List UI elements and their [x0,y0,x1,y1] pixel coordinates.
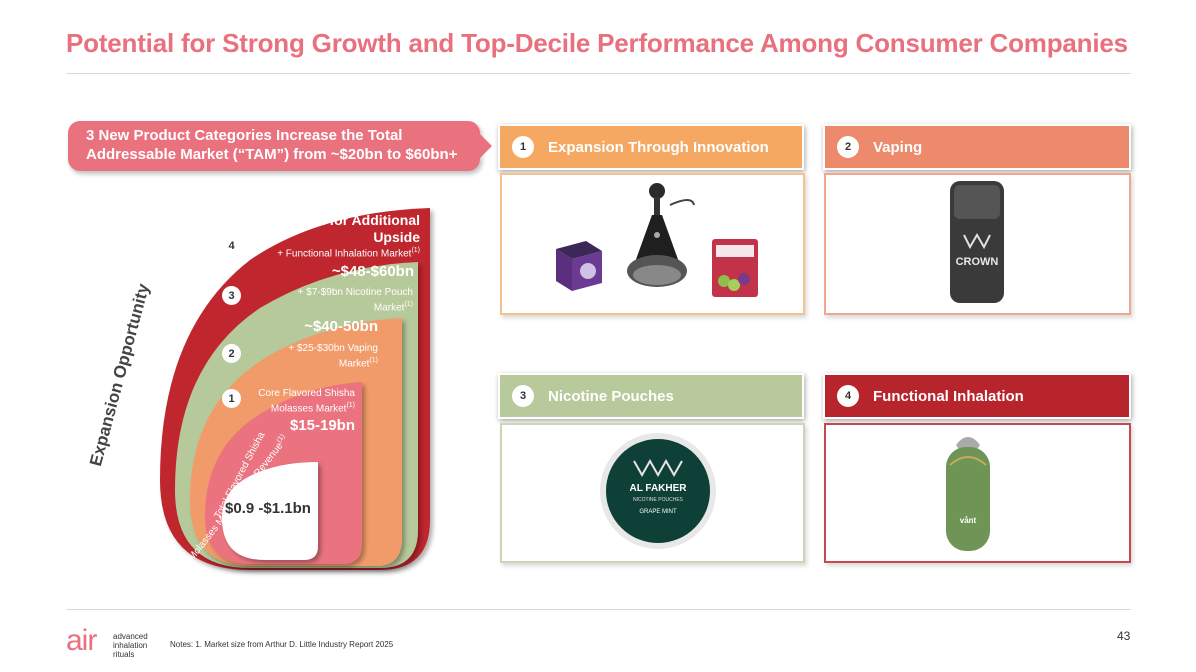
layer-2-detail-line2: Market [338,358,370,370]
layer-1-detail-line1: Core Flavored Shisha [258,388,355,399]
layer-1-detail-line2: Molasses Market [270,403,347,415]
page-title: Potential for Strong Growth and Top-Deci… [66,28,1128,58]
layer-1-number: 1 [222,389,241,408]
expansion-layers-graphic [160,208,430,570]
nicotine-pouches-card: AL FAKHER NICOTINE POUCHES GRAPE MINT [500,423,805,563]
page-number: 43 [1117,629,1131,643]
expansion-diagram: Expansion Opportunity 4 Potential for Ad… [86,200,440,580]
molasses-pack-icon [712,239,758,297]
layer-3-footnote: (1) [404,301,413,308]
layer-4-heading-line1: Potential for Additional [266,212,420,228]
logo-sub-line2: inhalation [113,641,148,650]
layer-1-value: $15-19bn [289,417,355,434]
layer-2-footnote: (1) [369,357,378,364]
inhaler-device-icon: vånt [946,437,990,551]
layer-3-detail-line1: + $7-$9bn Nicotine Pouch [297,287,413,298]
functional-inhalation-card: vånt [824,423,1131,563]
company-logo: air advanced inhalation rituals [66,624,166,662]
layer-4-footnote: (1) [411,247,420,254]
layer-4-detail: + Functional Inhalation Market(1) [240,247,420,259]
layer-4-heading: Potential for Additional Upside [240,212,420,246]
layer-1-footnote: (1) [346,402,355,409]
category-3-number: 3 [512,385,534,407]
layer-4-value: ~$48-$60bn [331,263,414,280]
layer-4-heading-line2: Upside [373,229,420,245]
layer-3-detail: + $7-$9bn Nicotine Pouch Market(1) [250,287,413,314]
category-1-number: 1 [512,136,534,158]
pouch-brand-subtext: NICOTINE POUCHES [633,497,684,503]
core-value: $0.9 -$1.1bn [225,500,311,517]
tam-callout-line1: 3 New Product Categories Increase the To… [86,127,403,144]
callout-arrow-icon [480,134,492,158]
vape-pod-icon: CROWN [950,181,1004,303]
footnote-text: Notes: 1. Market size from Arthur D. Lit… [170,640,394,649]
logo-sub-line3: rituals [113,650,135,659]
pouch-tin-icon: AL FAKHER NICOTINE POUCHES GRAPE MINT [600,433,716,549]
functional-inhalation-image: vånt [946,437,990,551]
category-header-functional-inhalation: 4 Functional Inhalation [823,373,1131,419]
innovation-products-image [556,183,758,297]
layer-3-value: ~$40-50bn [304,318,378,335]
logo-subtext: advanced inhalation rituals [113,632,148,659]
vaping-product-image: CROWN [950,181,1004,303]
category-1-label: Expansion Through Innovation [548,138,769,156]
logo-sub-line1: advanced [113,632,148,641]
category-4-label: Functional Inhalation [873,387,1024,405]
innovation-products-card [500,173,805,315]
layer-1-detail: Core Flavored Shisha Molasses Market(1) [240,388,355,415]
title-divider [66,73,1131,74]
category-2-number: 2 [837,136,859,158]
vaping-product-card: CROWN [824,173,1131,315]
layer-2-detail-line1: + $25-$30bn Vaping [288,343,378,354]
layer-4-number: 4 [222,236,241,255]
footer-divider [66,609,1131,610]
logo-wordmark: air [66,624,97,657]
pouch-brand-text: AL FAKHER [629,483,687,494]
pouch-flavor-text: GRAPE MINT [639,509,677,515]
hookah-device-icon [627,183,695,287]
category-2-label: Vaping [873,138,923,156]
category-3-label: Nicotine Pouches [548,387,674,405]
category-header-nicotine-pouches: 3 Nicotine Pouches [498,373,804,419]
layer-2-number: 2 [222,344,241,363]
layer-3-number: 3 [222,286,241,305]
layer-3-detail-line2: Market [373,302,405,314]
layer-2-detail: + $25-$30bn Vaping Market(1) [260,343,378,370]
category-4-number: 4 [837,385,859,407]
core-shape [222,462,318,560]
tam-callout-line2: Addressable Market (“TAM”) from ~$20bn t… [86,146,458,163]
category-header-vaping: 2 Vaping [823,124,1131,170]
layer-4-detail-text: + Functional Inhalation Market [277,248,412,260]
category-header-innovation: 1 Expansion Through Innovation [498,124,804,170]
shisha-tin-icon [556,241,602,291]
tam-callout: 3 New Product Categories Increase the To… [68,121,492,171]
nicotine-pouches-image: AL FAKHER NICOTINE POUCHES GRAPE MINT [600,433,716,549]
inhaler-brand-text: vånt [960,516,977,525]
vape-brand-text: CROWN [956,256,999,268]
